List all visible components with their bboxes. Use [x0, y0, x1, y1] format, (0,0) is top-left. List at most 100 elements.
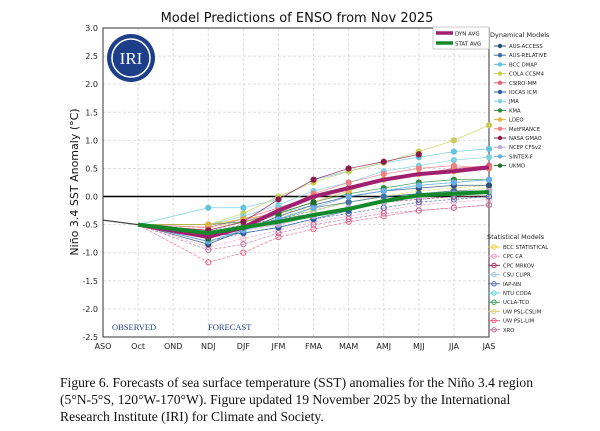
series-line [137, 204, 490, 263]
data-point [380, 210, 387, 217]
data-point [450, 156, 458, 164]
y-tick-label: -2.0 [82, 305, 98, 314]
enso-chart: Model Predictions of ENSO from Nov 2025 … [68, 11, 550, 351]
data-point [310, 199, 317, 206]
legend-marker [497, 154, 503, 159]
legend-label: KMA [509, 108, 521, 114]
y-tick-label: 1.0 [85, 136, 98, 145]
legend-label: CSIRO-MM [509, 81, 537, 87]
data-point [345, 165, 352, 172]
data-point [415, 151, 422, 158]
legend-marker [491, 317, 497, 324]
data-point [275, 196, 282, 203]
data-point [380, 158, 387, 165]
series-xro [137, 201, 493, 254]
legend-marker [497, 80, 503, 86]
x-tick-label: NDJ [201, 342, 216, 351]
legend-label: JMA [508, 99, 519, 105]
observed-line [102, 219, 139, 226]
data-point [450, 162, 458, 169]
data-point [450, 179, 458, 186]
legend-label: DYN AVG [455, 32, 480, 38]
y-tick-label: 2.0 [85, 80, 98, 89]
figure-caption: Figure 6. Forecasts of sea surface tempe… [60, 375, 533, 424]
plot-frame [102, 27, 490, 338]
legend-marker [497, 71, 503, 76]
y-tick-label: -2.5 [82, 333, 98, 342]
data-point [345, 215, 352, 223]
legend-label: SINTEX-F [509, 154, 533, 160]
legend-marker [497, 53, 503, 58]
series-line [137, 204, 490, 251]
legend-marker [491, 253, 497, 259]
legend-marker [497, 145, 503, 150]
legend-marker [497, 99, 503, 104]
legend-label: NASA GMAO [509, 136, 542, 142]
legend-marker [491, 271, 497, 278]
data-point [415, 207, 422, 214]
data-point [310, 226, 317, 233]
data-point [485, 154, 493, 161]
x-tick-label: ASO [95, 342, 112, 351]
data-point [275, 201, 282, 209]
data-point [485, 122, 493, 129]
series-sintex-f [137, 176, 493, 245]
legend-label: BCC STATISTICAL [503, 245, 548, 251]
x-tick-label: MAM [339, 342, 358, 351]
y-tick-label: 1.5 [85, 108, 98, 117]
forecast-label: FORECAST [208, 322, 252, 332]
legend-marker [497, 117, 503, 122]
legend-label: IAP-NN [503, 282, 521, 288]
data-point [205, 221, 212, 228]
series-line [137, 179, 490, 242]
data-point [450, 148, 458, 155]
data-point [345, 193, 352, 200]
legend-marker [491, 308, 497, 315]
legend-label: BCC DMAP [509, 62, 538, 68]
data-point [450, 137, 458, 144]
data-point [240, 218, 247, 225]
series-line [138, 179, 489, 226]
legend-label: UKMO [509, 164, 525, 170]
series-line [138, 154, 419, 231]
statistical-legend-title: Statistical Models [487, 233, 545, 241]
legend-label: NTU CODA [503, 291, 532, 297]
x-tick-label: FMA [305, 342, 323, 351]
series-line [137, 198, 490, 248]
chart-title: Model Predictions of ENSO from Nov 2025 [161, 11, 434, 26]
data-point [345, 199, 352, 206]
observed-label: OBSERVED [112, 322, 156, 332]
legend-marker [497, 62, 503, 67]
y-tick-label: 3.0 [85, 24, 98, 33]
data-point [205, 259, 212, 266]
data-point [310, 176, 317, 183]
data-point [450, 204, 458, 211]
data-point [275, 233, 282, 241]
y-tick-label: -0.5 [82, 221, 98, 230]
series-line [138, 187, 490, 228]
data-point [485, 182, 493, 189]
legend-label: AUS-ACCESS [509, 44, 543, 50]
legend-label: IOCAS ICM [509, 90, 537, 96]
y-tick-label: -1.5 [82, 277, 98, 286]
y-tick-label: 0.5 [85, 164, 98, 173]
legend-label: MetFRANCE [509, 127, 541, 133]
data-point [380, 193, 387, 200]
data-point [485, 145, 493, 152]
data-point [310, 204, 317, 211]
legend-marker [497, 43, 503, 49]
legend-marker [497, 126, 503, 131]
legend-marker [497, 135, 503, 141]
y-axis-label: Niño 3.4 SST Anomaly (°C) [68, 108, 81, 255]
legend-marker [497, 108, 503, 113]
data-point [345, 179, 352, 186]
legend-label: CPC CA [503, 254, 523, 260]
series-line [137, 148, 490, 226]
legend-marker [497, 89, 503, 95]
legend-label: COLA CCSM4 [509, 72, 545, 78]
series-line [138, 124, 490, 226]
y-tick-label: 2.5 [85, 52, 98, 61]
x-tick-label: OND [164, 342, 182, 351]
svg-text:IRI: IRI [120, 49, 143, 68]
legend-label: AUS-RELATIVE [509, 53, 548, 59]
